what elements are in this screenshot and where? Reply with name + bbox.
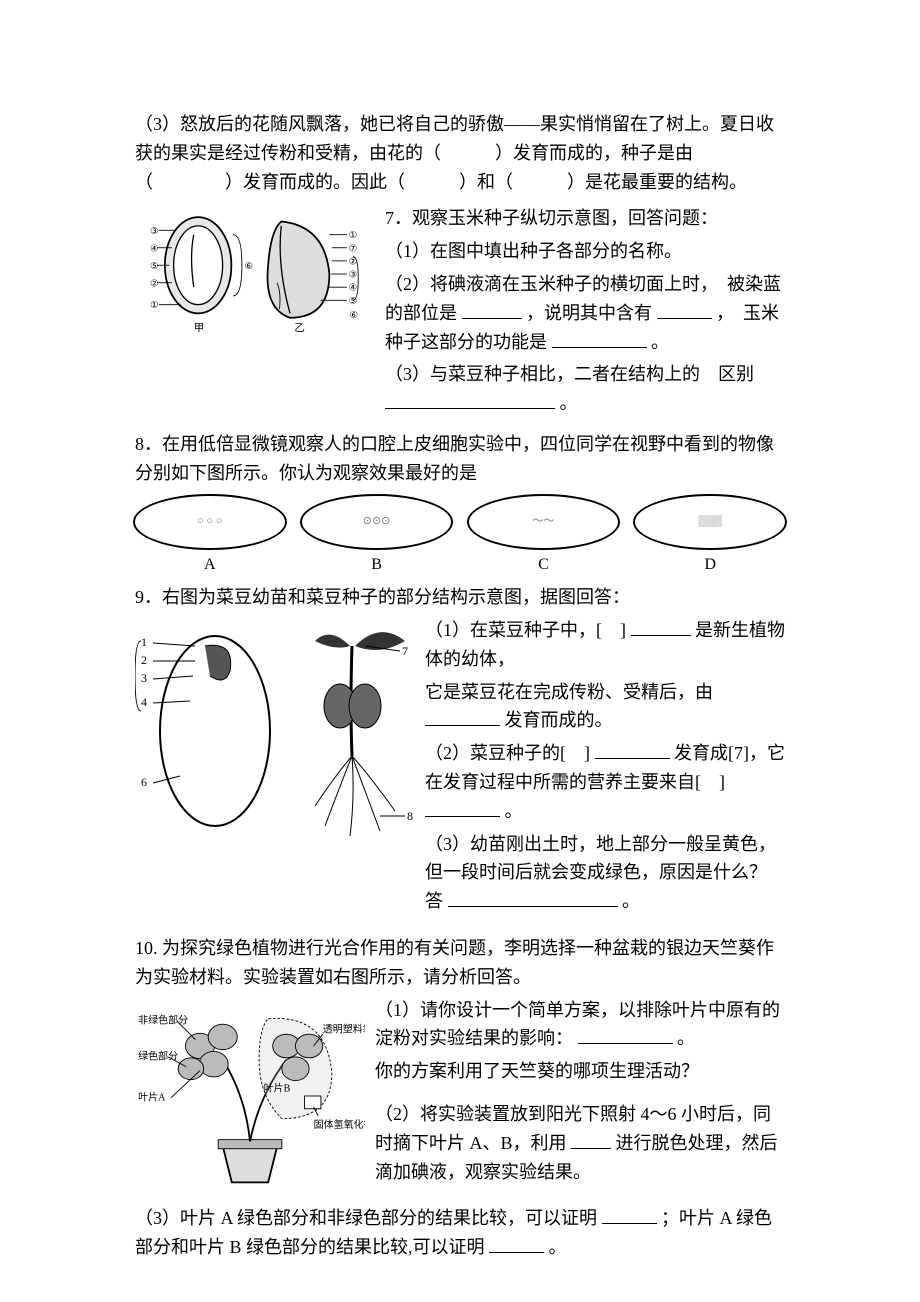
q8-opt-d[interactable]: ▒▒▒ D — [635, 494, 785, 578]
q7-block: ③ ④ ⑤ ② ① ⑥ 甲 ① ⑦ ② ③ ④ ⑤ — [135, 204, 785, 422]
svg-text:乙: 乙 — [294, 322, 305, 334]
q10-p1b: 。 — [677, 1028, 695, 1048]
q10-p1c: 你的方案利用了天竺葵的哪项生理活动？ — [375, 1057, 785, 1086]
blank[interactable] — [595, 740, 670, 759]
lbl-leafB: 叶片B — [264, 1081, 291, 1094]
opt-label-b: B — [371, 552, 382, 578]
cell-image-d: ▒▒▒ — [633, 494, 787, 550]
opt-label-c: C — [538, 552, 549, 578]
q10-figure: 非绿色部分 绿色部分 叶片A 透明塑料袋 叶片B 固体氢氧化钠 — [135, 996, 365, 1205]
q9-figure: 1 2 3 4 5 6 — [135, 616, 415, 855]
lbl-leafA: 叶片A — [138, 1090, 166, 1103]
q9-p2c: 。 — [505, 801, 523, 821]
q7-p2: （2）将碘液滴在玉米种子的横切面上时， 被染蓝的部位是 ，说明其中含有 ， 玉米… — [385, 270, 785, 356]
blank[interactable] — [448, 888, 618, 907]
q7-lead: 7．观察玉米种子纵切示意图，回答问题： — [385, 204, 785, 233]
q7-p1: （1）在图中填出种子各部分的名称。 — [385, 237, 785, 266]
blank[interactable] — [602, 1205, 657, 1224]
q7-p3: （3）与菜豆种子相比，二者在结构上的 区别 。 — [385, 360, 785, 418]
svg-text:⑥: ⑥ — [350, 310, 359, 321]
q8-lead: 8．在用低倍显微镜观察人的口腔上皮细胞实验中，四位同学在视野中看到的物像分别如下… — [135, 430, 785, 488]
q9-block: 1 2 3 4 5 6 — [135, 616, 785, 920]
svg-text:⑤: ⑤ — [150, 261, 159, 272]
blank[interactable] — [631, 617, 691, 636]
q10-p3c: 。 — [549, 1237, 567, 1257]
q7-text: 7．观察玉米种子纵切示意图，回答问题： （1）在图中填出种子各部分的名称。 （2… — [385, 204, 785, 422]
blank[interactable] — [385, 390, 555, 409]
q8-opt-a[interactable]: ○ ○ ○ A — [135, 494, 285, 578]
svg-text:④: ④ — [349, 283, 358, 294]
q7-p3b: 。 — [560, 393, 578, 413]
q10-block: 非绿色部分 绿色部分 叶片A 透明塑料袋 叶片B 固体氢氧化钠 （1）请你设计一… — [135, 996, 785, 1205]
q10-p1: （1）请你设计一个简单方案，以排除叶片中原有的淀粉对实验结果的影响： 。 — [375, 996, 785, 1054]
svg-text:④: ④ — [150, 244, 159, 255]
svg-text:1: 1 — [141, 635, 147, 649]
blank[interactable] — [552, 329, 647, 348]
svg-text:甲: 甲 — [194, 323, 205, 334]
q10-p2: （2）将实验装置放到阳光下照射 4～6 小时后，同时摘下叶片 A、B，利用 进行… — [375, 1100, 785, 1186]
q8-opt-c[interactable]: ～～ C — [469, 494, 619, 578]
blank[interactable] — [425, 798, 500, 817]
lbl-bag: 透明塑料袋 — [323, 1022, 365, 1035]
opt-label-a: A — [204, 552, 216, 578]
q10-lead: 10. 为探究绿色植物进行光合作用的有关问题，李明选择一种盆栽的银边天竺葵作为实… — [135, 934, 785, 992]
q9-p1c-txt: 它是菜豆花在完成传粉、受精后，由 — [425, 682, 713, 702]
plant-diagram: 非绿色部分 绿色部分 叶片A 透明塑料袋 叶片B 固体氢氧化钠 — [135, 996, 365, 1196]
q10-text: （1）请你设计一个简单方案，以排除叶片中原有的淀粉对实验结果的影响： 。 你的方… — [375, 996, 785, 1191]
svg-text:①: ① — [349, 231, 358, 242]
seed-diagram: ③ ④ ⑤ ② ① ⑥ 甲 ① ⑦ ② ③ ④ ⑤ — [135, 204, 375, 344]
opt-label-d: D — [704, 552, 716, 578]
q7-p2b: ，说明其中含有 — [526, 303, 652, 323]
q8-options: ○ ○ ○ A ⊙⊙⊙ B ～～ C ▒▒▒ D — [135, 494, 785, 578]
q9-p1a: （1）在菜豆种子中，[ ] — [425, 620, 626, 640]
svg-text:6: 6 — [141, 775, 147, 789]
svg-text:⑥: ⑥ — [245, 261, 254, 272]
svg-text:②: ② — [349, 257, 358, 268]
q9-text: （1）在菜豆种子中，[ ] 是新生植物体的幼体， 它是菜豆花在完成传粉、受精后，… — [425, 616, 785, 920]
lbl-green: 绿色部分 — [138, 1049, 178, 1062]
q10-p3: （3）叶片 A 绿色部分和非绿色部分的结果比较，可以证明 ；叶片 A 绿色部分和… — [135, 1204, 785, 1262]
q9-p1c: 它是菜豆花在完成传粉、受精后，由 发育而成的。 — [425, 678, 785, 736]
exam-page: （3）怒放后的花随风飘落，她已将自己的骄傲——果实悄悄留在了树上。夏日收获的果实… — [0, 0, 920, 1302]
q9-p3b: 。 — [622, 891, 640, 911]
q7-figure: ③ ④ ⑤ ② ① ⑥ 甲 ① ⑦ ② ③ ④ ⑤ — [135, 204, 375, 353]
svg-text:3: 3 — [141, 671, 147, 685]
cell-image-c: ～～ — [467, 494, 621, 550]
svg-text:7: 7 — [402, 644, 408, 658]
q7-p3a: （3）与菜豆种子相比，二者在结构上的 区别 — [385, 364, 754, 384]
q7-p2d: 。 — [651, 332, 669, 352]
q3-text: （3）怒放后的花随风飘落，她已将自己的骄傲——果实悄悄留在了树上。夏日收获的果实… — [135, 110, 785, 196]
blank[interactable] — [425, 707, 500, 726]
q9-p1d: 发育而成的。 — [505, 710, 613, 730]
svg-text:③: ③ — [150, 226, 159, 237]
svg-text:③: ③ — [349, 270, 358, 281]
svg-text:⑦: ⑦ — [349, 244, 358, 255]
blank[interactable] — [657, 300, 712, 319]
q9-p2a: （2）菜豆种子的[ ] — [425, 743, 590, 763]
q10-p3a: （3）叶片 A 绿色部分和非绿色部分的结果比较，可以证明 — [135, 1208, 597, 1228]
q9-lead: 9．右图为菜豆幼苗和菜豆种子的部分结构示意图，据图回答： — [135, 583, 785, 612]
q9-p2: （2）菜豆种子的[ ] 发育成[7]，它在发育过程中所需的营养主要来自[ ] 。 — [425, 739, 785, 825]
blank[interactable] — [489, 1234, 544, 1253]
bean-diagram: 1 2 3 4 5 6 — [135, 616, 415, 846]
q8-opt-b[interactable]: ⊙⊙⊙ B — [302, 494, 452, 578]
blank[interactable] — [578, 1025, 673, 1044]
svg-text:①: ① — [150, 301, 159, 312]
lbl-naoh: 固体氢氧化钠 — [314, 1117, 365, 1130]
cell-image-a: ○ ○ ○ — [133, 494, 287, 550]
q9-p3: （3）幼苗刚出土时，地上部分一般呈黄色，但一段时间后就会变成绿色，原因是什么？ … — [425, 830, 785, 916]
cell-image-b: ⊙⊙⊙ — [300, 494, 454, 550]
q9-p1: （1）在菜豆种子中，[ ] 是新生植物体的幼体， — [425, 616, 785, 674]
svg-text:4: 4 — [141, 695, 147, 709]
svg-text:②: ② — [150, 279, 159, 290]
svg-text:8: 8 — [407, 809, 413, 823]
svg-text:2: 2 — [141, 653, 147, 667]
blank[interactable] — [462, 300, 522, 319]
blank[interactable] — [571, 1130, 611, 1149]
